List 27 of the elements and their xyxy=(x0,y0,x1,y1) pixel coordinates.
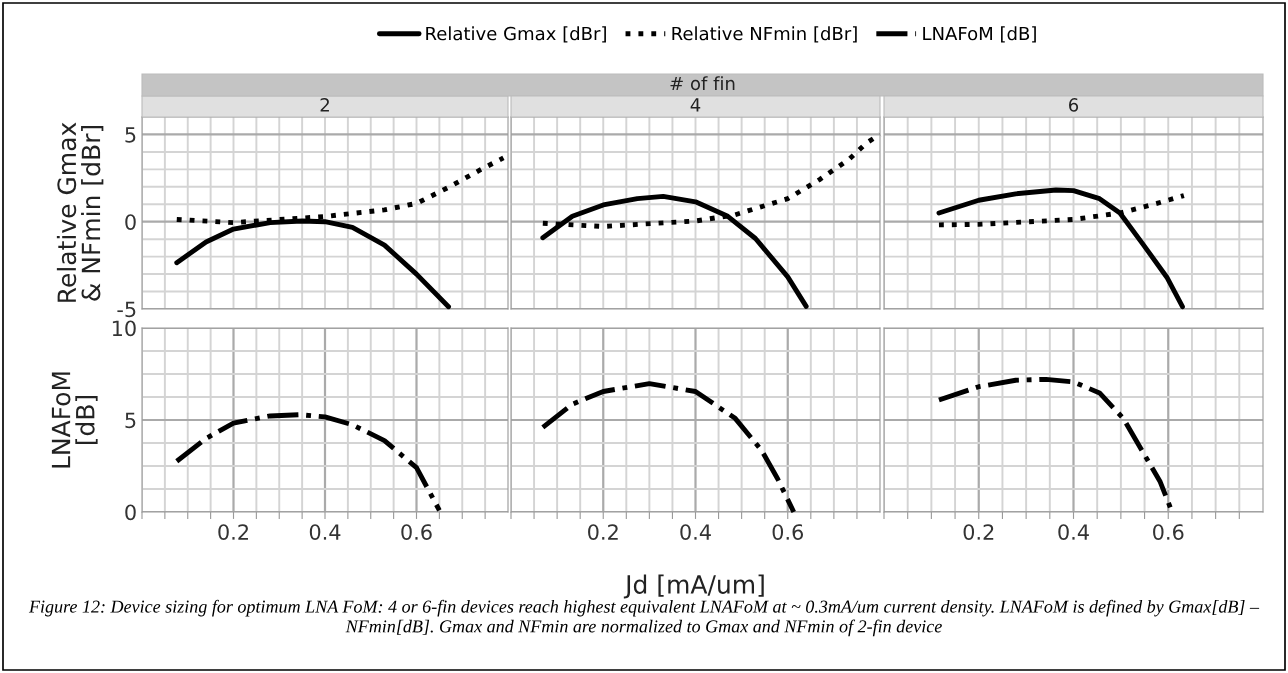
legend-label: LNAFoM [dB] xyxy=(923,26,1036,43)
x-tick-label: 0.6 xyxy=(772,524,803,540)
x-tick-label: 0.6 xyxy=(401,524,432,540)
y-tick-label: 5 xyxy=(125,412,136,429)
chart-title: 4 xyxy=(690,98,701,112)
legend-label: Relative NFmin [dBr] xyxy=(672,26,857,43)
x-tick-label: 0.4 xyxy=(1058,524,1089,540)
y-axis-title: LNAFoM [dB] xyxy=(51,372,98,468)
x-tick-label: 0.6 xyxy=(1153,524,1184,540)
x-tick-label: 0.2 xyxy=(218,524,248,540)
y-tick-label: 10 xyxy=(112,320,136,337)
y-tick-label: 0 xyxy=(125,504,136,521)
chart-title: 2 xyxy=(320,98,329,112)
x-tick-label: 0.4 xyxy=(309,524,341,540)
line-series xyxy=(174,412,442,513)
caption: Figure 12: Device sizing for optimum LNA FoM: 4 or 6-fin devices reach highest equivalent LNAFoM at ~ 0.3mA/um current density. LNAFoM is defined by Gmax[dB] – NFmin[dB]. Gmax and NFmin are normalized to Gmax and NFmin of 2-fin device xyxy=(28,599,1260,637)
x-tick-label: 0.2 xyxy=(963,524,994,540)
legend-label: Relative Gmax [dBr] xyxy=(426,26,606,43)
chart-title: 6 xyxy=(1069,98,1079,112)
y-axis-title: Relative Gmax & NFmin [dBr] xyxy=(56,122,104,302)
text: # of fin xyxy=(670,76,735,91)
y-tick-label: 0 xyxy=(125,214,136,230)
y-tick-label: -5 xyxy=(117,301,136,318)
x-tick-label: 0.4 xyxy=(680,524,711,540)
y-tick-label: 5 xyxy=(125,127,136,143)
x-tick-label: 0.2 xyxy=(588,524,618,540)
x-axis-title: Jd [mA/um] xyxy=(623,574,764,599)
